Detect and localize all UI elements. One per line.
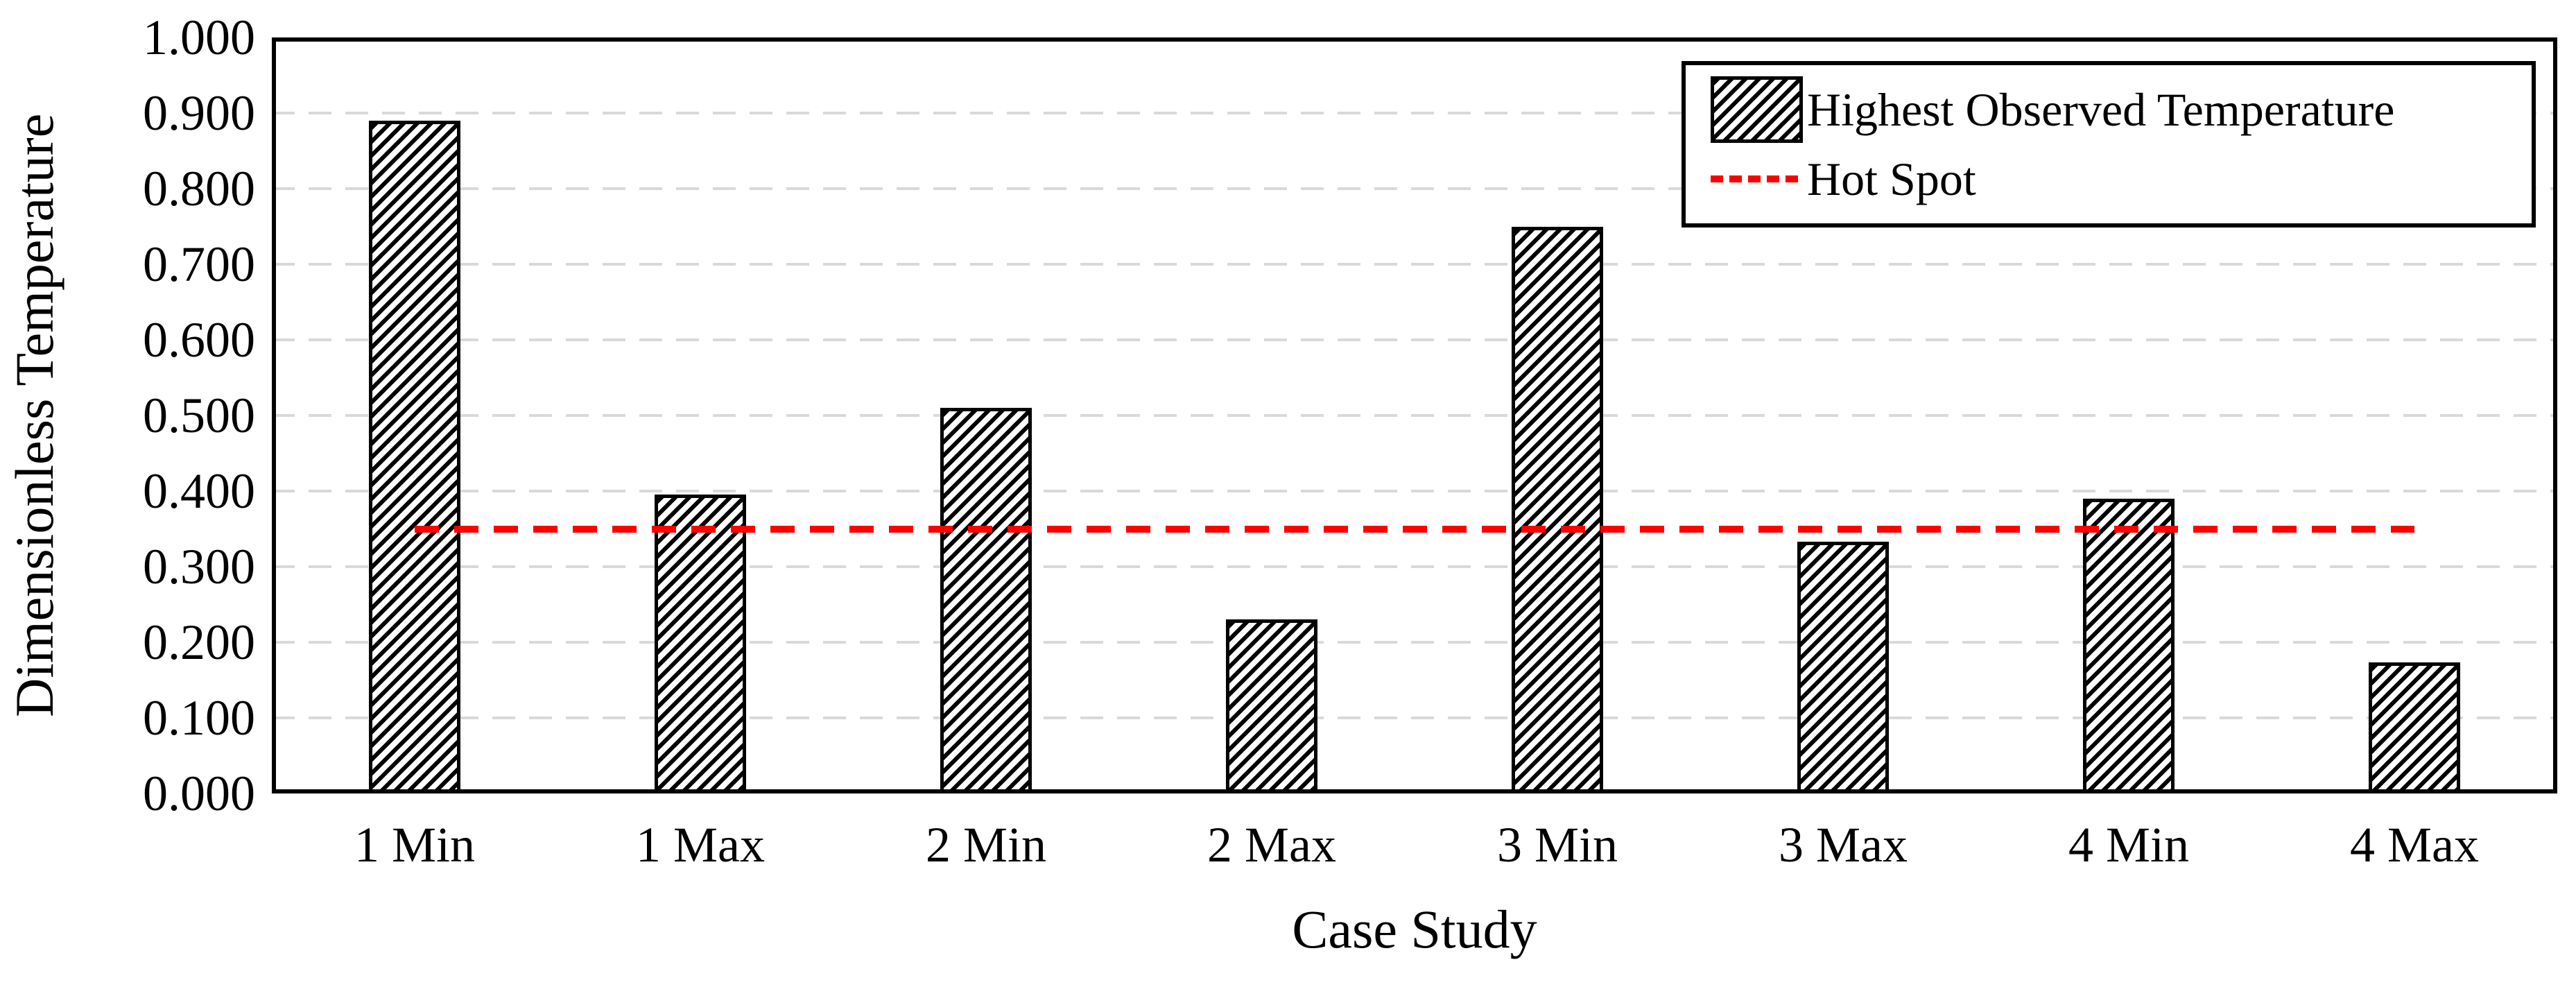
legend-box: Highest Observed Temperature Hot Spot bbox=[1682, 61, 2536, 228]
gridline-0.7 bbox=[272, 263, 2557, 266]
y-tick-label-0.800: 0.800 bbox=[143, 161, 255, 216]
y-tick-label-0.700: 0.700 bbox=[143, 237, 255, 292]
y-tick-label-0.900: 0.900 bbox=[143, 85, 255, 141]
bar-3-min bbox=[1512, 227, 1603, 793]
y-tick-label-0.500: 0.500 bbox=[143, 388, 255, 443]
gridline-0.5 bbox=[272, 414, 2557, 417]
y-tick-label-1.000: 1.000 bbox=[143, 10, 255, 65]
legend-item-hot-spot: Hot Spot bbox=[1711, 146, 2525, 212]
hot-spot-line bbox=[415, 526, 2414, 533]
gridline-0.2 bbox=[272, 641, 2557, 644]
bar-4-min bbox=[2083, 499, 2175, 793]
x-tick-label-2-min: 2 Min bbox=[925, 817, 1047, 873]
gridline-0.6 bbox=[272, 338, 2557, 341]
gridline-0.8 bbox=[272, 187, 2557, 190]
bar-2-max bbox=[1226, 619, 1317, 793]
gridline-0.9 bbox=[272, 112, 2557, 114]
x-tick-label-2-max: 2 Max bbox=[1207, 817, 1336, 873]
bar-3-max bbox=[1797, 542, 1889, 793]
x-tick-label-1-min: 1 Min bbox=[354, 817, 476, 873]
y-tick-label-0.000: 0.000 bbox=[143, 766, 255, 821]
bar-1-max bbox=[655, 495, 746, 793]
y-tick-label-0.600: 0.600 bbox=[143, 312, 255, 368]
x-tick-label-3-max: 3 Max bbox=[1779, 817, 1908, 873]
hatched-bar-swatch-icon bbox=[1711, 76, 1803, 143]
y-tick-label-0.200: 0.200 bbox=[143, 615, 255, 670]
y-tick-label-0.100: 0.100 bbox=[143, 690, 255, 746]
y-tick-label-0.300: 0.300 bbox=[143, 539, 255, 594]
x-tick-label-4-min: 4 Min bbox=[2068, 817, 2190, 873]
gridline-0.4 bbox=[272, 490, 2557, 492]
x-tick-label-4-max: 4 Max bbox=[2350, 817, 2479, 873]
bar-1-min bbox=[369, 121, 460, 793]
red-dashed-line-swatch-icon bbox=[1711, 175, 1803, 182]
y-tick-label-0.400: 0.400 bbox=[143, 463, 255, 519]
x-tick-label-1-max: 1 Max bbox=[636, 817, 765, 873]
gridline-0.3 bbox=[272, 565, 2557, 568]
bar-2-min bbox=[940, 408, 1032, 793]
bar-4-max bbox=[2369, 662, 2460, 793]
legend-label: Hot Spot bbox=[1807, 153, 1976, 205]
x-tick-label-3-min: 3 Min bbox=[1496, 817, 1618, 873]
gridline-0.1 bbox=[272, 716, 2557, 719]
x-axis-title: Case Study bbox=[1292, 899, 1537, 959]
legend-item-highest-observed-temperature: Highest Observed Temperature bbox=[1711, 76, 2525, 143]
legend-label: Highest Observed Temperature bbox=[1807, 83, 2395, 136]
